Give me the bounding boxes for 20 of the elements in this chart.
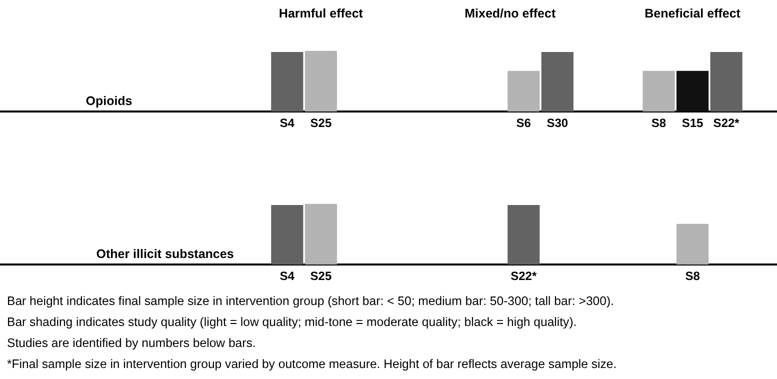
x-tick-label: S25: [310, 269, 332, 284]
x-tick-label: S30: [546, 116, 568, 130]
x-tick-label: S22*: [713, 116, 740, 130]
text: *Final sample size in intervention group varied by outcome measure. Height of bar reflects average sample size.: [7, 356, 618, 373]
x-tick-label: S15: [682, 116, 704, 130]
x-tick-label: S22*: [510, 269, 537, 284]
text: Studies are identified by numbers below bars.: [7, 335, 257, 352]
x-tick-label: S6: [516, 116, 532, 130]
y-axis-title: Other illicit substances: [96, 246, 234, 261]
x-tick-label: S8: [651, 116, 666, 130]
x-tick-label: S25: [310, 116, 332, 130]
y-axis-title: Opioids: [86, 94, 132, 108]
text: Harmful effect: [278, 6, 364, 20]
text: Mixed/no effect: [464, 6, 556, 20]
x-tick-label: S4: [280, 116, 295, 130]
x-tick-label: S4: [280, 269, 295, 284]
text: Bar shading indicates study quality (light = low quality; mid-tone = moderate quality; black = high quality).: [7, 314, 578, 331]
text: Bar height indicates final sample size in intervention group (short bar: < 50; medium bar: 50-300; tall bar: >300).: [7, 293, 615, 310]
text: Beneficial effect: [644, 6, 742, 20]
x-tick-label: S8: [685, 269, 700, 284]
